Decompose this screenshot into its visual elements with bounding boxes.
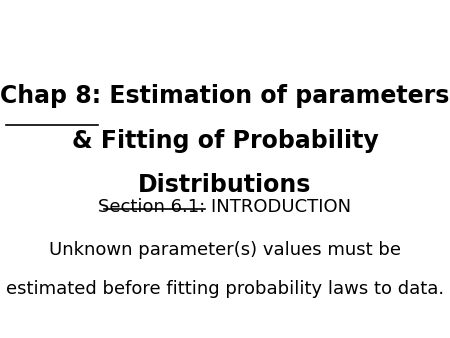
- Text: Chap 8: Estimation of parameters: Chap 8: Estimation of parameters: [0, 84, 450, 108]
- Text: Section 6.1: INTRODUCTION: Section 6.1: INTRODUCTION: [99, 198, 351, 216]
- Text: estimated before fitting probability laws to data.: estimated before fitting probability law…: [6, 280, 444, 298]
- Text: & Fitting of Probability: & Fitting of Probability: [72, 129, 378, 153]
- Text: Distributions: Distributions: [138, 173, 312, 197]
- Text: Unknown parameter(s) values must be: Unknown parameter(s) values must be: [49, 241, 401, 259]
